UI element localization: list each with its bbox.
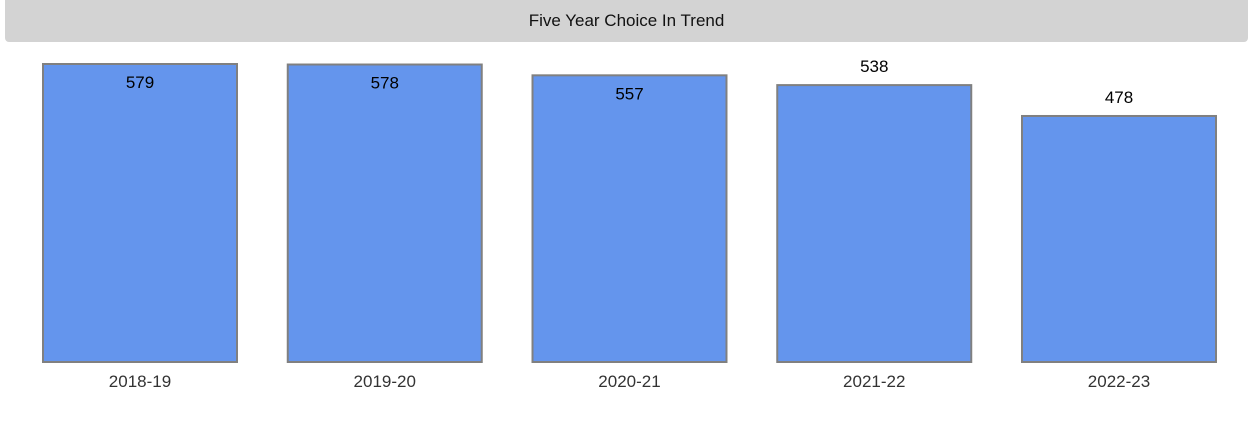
bar-2020-21 (531, 74, 728, 363)
data-label-2022-23: 478 (1105, 88, 1133, 107)
data-label-2020-21: 557 (615, 84, 643, 103)
bar-2021-22 (776, 84, 973, 363)
x-tick-label-2021-22: 2021-22 (843, 372, 905, 391)
bar-2022-23 (1021, 114, 1217, 363)
x-tick-label-2022-23: 2022-23 (1088, 372, 1150, 391)
x-tick-label-2019-20: 2019-20 (354, 372, 416, 391)
data-label-2021-22: 538 (860, 57, 888, 76)
bar-2018-19 (42, 63, 238, 363)
data-label-2018-19: 579 (126, 73, 154, 92)
data-label-2019-20: 578 (371, 74, 399, 93)
x-tick-label-2018-19: 2018-19 (109, 372, 171, 391)
bar-2019-20 (286, 63, 483, 363)
chart-title: Five Year Choice In Trend (5, 0, 1248, 42)
x-tick-label-2020-21: 2020-21 (598, 372, 660, 391)
